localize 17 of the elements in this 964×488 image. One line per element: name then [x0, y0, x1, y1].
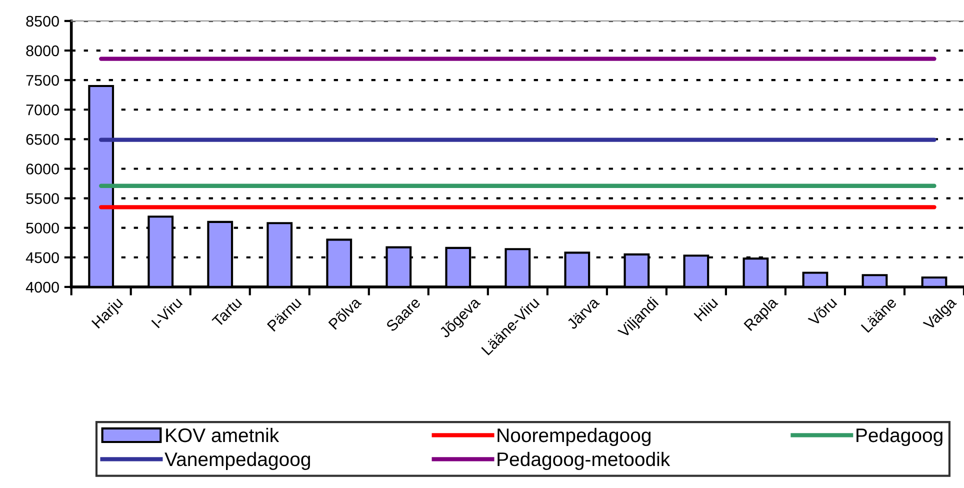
legend-label: KOV ametnik — [166, 428, 280, 442]
y-tick-label: 5500 — [26, 193, 59, 204]
legend-label: Noorempedagoog — [498, 428, 650, 446]
y-tick-label: 6500 — [26, 134, 59, 145]
legend-label: Pedagoog-metoodik — [498, 452, 670, 470]
y-tick-label: 6000 — [26, 164, 59, 174]
y-tick-label: 7000 — [26, 104, 59, 116]
y-tick-label: 5000 — [26, 222, 59, 234]
y-tick-label: 4500 — [26, 252, 59, 264]
y-tick-label: 8000 — [26, 45, 59, 56]
y-tick-label: 8500 — [26, 16, 59, 27]
x-tick-label: Hiiu — [693, 296, 718, 322]
x-tick-label: Võru — [807, 296, 838, 327]
legend-label: Pedagoog — [856, 428, 942, 446]
legend-label: Vanempedagoog — [164, 452, 310, 470]
y-tick-label: 4000 — [26, 282, 59, 293]
y-tick-label: 7500 — [26, 74, 59, 86]
